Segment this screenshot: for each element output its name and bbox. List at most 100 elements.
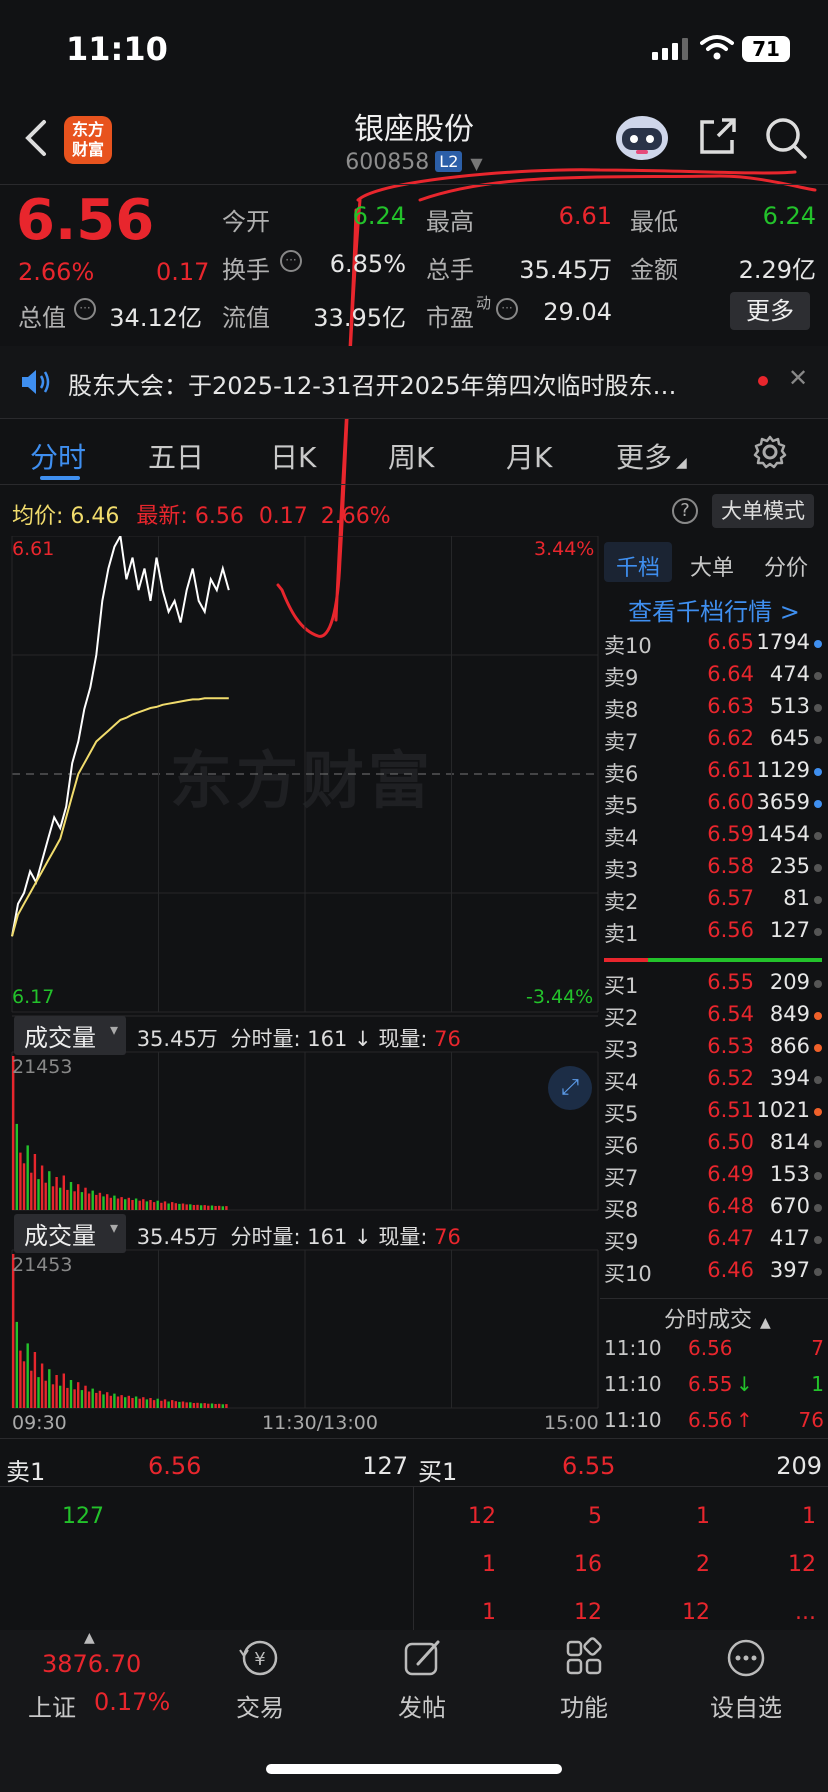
bid-level-row[interactable]: 买8 6.48 670 — [604, 1194, 826, 1226]
ask-level-row[interactable]: 卖9 6.64 474 — [604, 662, 826, 694]
expand-icon[interactable]: ⤢ — [548, 1066, 592, 1110]
volume-bar — [44, 1182, 47, 1210]
back-icon[interactable] — [22, 118, 48, 169]
nav-functions[interactable]: 功能 — [560, 1694, 608, 1722]
level-label: 买4 — [604, 1070, 639, 1094]
tab-thousand-depth[interactable]: 千档 — [616, 556, 661, 581]
buy-queue-item: 5 — [588, 1504, 602, 1529]
tab-more[interactable]: 更多 ◢ — [616, 441, 687, 474]
volume-bar — [84, 1385, 87, 1408]
bid-level-row[interactable]: 买9 6.47 417 — [604, 1226, 826, 1258]
info-icon[interactable]: ··· — [280, 250, 302, 272]
ask-level-row[interactable]: 卖5 6.60 3659 — [604, 790, 826, 822]
trade-icon[interactable]: ¥ — [210, 1636, 310, 1684]
more-button[interactable]: 更多 — [730, 292, 810, 330]
stock-code-selector[interactable]: 600858 L2 ▼ — [0, 150, 828, 175]
ask-level-row[interactable]: 卖7 6.62 645 — [604, 726, 826, 758]
volume-bar — [48, 1171, 51, 1210]
view-depth-link[interactable]: 查看千档行情 > — [628, 598, 800, 626]
level-marker-dot — [814, 800, 822, 808]
tab-big-order[interactable]: 大单 — [690, 556, 735, 581]
intraday-chart[interactable] — [0, 536, 600, 1416]
tab-price-distribution[interactable]: 分价 — [764, 556, 809, 581]
volume-bar — [15, 1123, 18, 1210]
help-icon[interactable]: ? — [672, 498, 698, 524]
volume-header: 成交量 35.45万 分时量: 161 ↓ 现量: 76 — [14, 1016, 461, 1055]
share-icon[interactable] — [696, 116, 738, 162]
bid-level-row[interactable]: 买10 6.46 397 — [604, 1258, 826, 1290]
volume-bar — [106, 1392, 109, 1408]
big-order-mode-button[interactable]: 大单模式 — [712, 494, 814, 528]
nav-watchlist[interactable]: 设自选 — [710, 1694, 782, 1722]
bid-level-row[interactable]: 买5 6.51 1021 — [604, 1098, 826, 1130]
volume-bar — [48, 1369, 51, 1408]
ask-level-row[interactable]: 卖3 6.58 235 — [604, 854, 826, 886]
volume-bar — [178, 1203, 181, 1210]
ask-level-row[interactable]: 卖4 6.59 1454 — [604, 822, 826, 854]
tab-intraday[interactable]: 分时 — [30, 441, 87, 474]
wifi-icon — [700, 34, 734, 64]
volume-indicator-select[interactable]: 成交量 — [14, 1214, 126, 1253]
functions-icon[interactable] — [534, 1636, 634, 1684]
search-icon[interactable] — [764, 116, 808, 164]
stock-name: 银座股份 — [354, 112, 474, 147]
volume-bar — [181, 1203, 185, 1210]
bid-level-row[interactable]: 买7 6.49 153 — [604, 1162, 826, 1194]
volume-bar — [12, 1254, 15, 1408]
bid-level-row[interactable]: 买1 6.55 209 — [604, 970, 826, 1002]
tab-weekly-k[interactable]: 周K — [388, 441, 435, 474]
watchlist-icon[interactable] — [696, 1636, 796, 1684]
volume-bar — [40, 1165, 44, 1210]
volume-bar — [167, 1401, 170, 1408]
volume-bar — [66, 1189, 69, 1210]
gear-icon[interactable] — [752, 434, 788, 474]
level-price: 6.55 — [707, 970, 754, 994]
volume-bar — [221, 1404, 224, 1408]
tab-monthly-k[interactable]: 月K — [506, 441, 553, 474]
info-icon[interactable]: ··· — [74, 298, 96, 320]
tab-daily-k[interactable]: 日K — [270, 441, 317, 474]
level-marker-dot — [814, 640, 822, 648]
tick-volume: 76 — [798, 1408, 824, 1432]
index-name[interactable]: 上证 — [28, 1694, 76, 1722]
index-pct[interactable]: 0.17% — [94, 1688, 171, 1716]
level-price: 6.62 — [707, 726, 754, 750]
home-indicator[interactable] — [266, 1764, 562, 1774]
level-label: 卖4 — [604, 826, 639, 850]
notice-bar[interactable] — [0, 346, 828, 418]
ask-level-row[interactable]: 卖10 6.65 1794 — [604, 630, 826, 662]
notice-text[interactable]: 股东大会：于2025-12-31召开2025年第四次临时股东… — [68, 372, 677, 400]
amount-value: 2.29亿 — [738, 256, 816, 284]
bid-level-row[interactable]: 买4 6.52 394 — [604, 1066, 826, 1098]
bid-level-row[interactable]: 买3 6.53 866 — [604, 1034, 826, 1066]
close-icon[interactable]: ✕ — [788, 364, 809, 392]
ask-level-row[interactable]: 卖8 6.63 513 — [604, 694, 826, 726]
tick-price: 6.55 — [688, 1372, 733, 1396]
assistant-robot-icon[interactable] — [612, 110, 672, 162]
x-axis-start-label: 09:30 — [12, 1412, 67, 1434]
info-icon[interactable]: ··· — [496, 298, 518, 320]
ask-level-row[interactable]: 卖2 6.57 81 — [604, 886, 826, 918]
nav-post[interactable]: 发帖 — [398, 1694, 446, 1722]
y-axis-bottom-label: 6.17 — [12, 986, 55, 1008]
volume-bar — [174, 1401, 177, 1408]
bid-level-row[interactable]: 买6 6.50 814 — [604, 1130, 826, 1162]
post-icon[interactable] — [372, 1636, 472, 1684]
nav-trade[interactable]: 交易 — [236, 1694, 284, 1722]
y-axis-top-label: 6.61 — [12, 538, 55, 560]
level-label: 卖1 — [604, 922, 639, 946]
buy-queue-item: 12 — [468, 1504, 496, 1529]
ask-level-row[interactable]: 卖6 6.61 1129 — [604, 758, 826, 790]
tick-trades-title[interactable]: 分时成交 ▲ — [664, 1308, 771, 1333]
volume-indicator-select[interactable]: 成交量 — [14, 1016, 126, 1055]
tab-five-day[interactable]: 五日 — [148, 441, 205, 474]
volume-bar — [102, 1394, 105, 1408]
volume-bar — [207, 1403, 210, 1408]
level-marker-dot — [814, 1044, 822, 1052]
ask-level-row[interactable]: 卖1 6.56 127 — [604, 918, 826, 950]
index-value[interactable]: 3876.70 — [42, 1650, 142, 1678]
bid-level-row[interactable]: 买2 6.54 849 — [604, 1002, 826, 1034]
level-volume: 417 — [769, 1226, 810, 1250]
volume-bar — [174, 1203, 177, 1210]
speaker-icon — [20, 368, 52, 400]
